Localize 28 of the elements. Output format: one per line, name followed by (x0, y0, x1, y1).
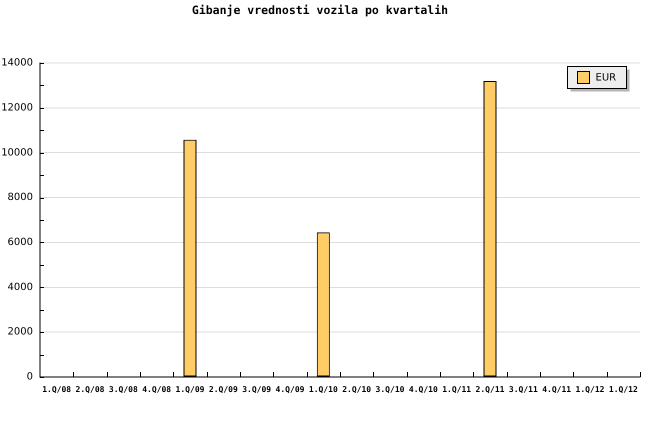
chart-title: Gibanje vrednosti vozila po kvartalih (192, 2, 448, 17)
x-tick-label: 1.Q/09 (176, 384, 205, 394)
y-tick-label: 6000 (8, 237, 33, 248)
x-tick-label: 2.Q/11 (476, 384, 505, 394)
y-tick-label: 2000 (8, 326, 33, 338)
x-tick-label: 2.Q/09 (208, 384, 238, 394)
x-tick-label: 1.Q/10 (308, 384, 338, 394)
x-tick-label: 3.Q/11 (508, 384, 538, 394)
x-tick-label: 1.Q/11 (442, 384, 472, 394)
y-tick-label: 8000 (8, 192, 33, 204)
y-tick-label: 14000 (1, 58, 33, 69)
x-tick-label: 4.Q/10 (408, 384, 438, 394)
y-tick-label: 4000 (8, 282, 33, 293)
x-tick-label: 1.Q/12 (576, 384, 605, 394)
y-tick-label: 12000 (1, 102, 33, 114)
x-tick-label: 1.Q/12 (608, 384, 638, 394)
x-tick-label: 4.Q/11 (542, 384, 572, 394)
x-tick-label: 2.Q/08 (76, 384, 105, 394)
x-tick-label: 4.Q/09 (276, 384, 305, 394)
x-tick-label: 3.Q/08 (108, 384, 138, 394)
y-tick-label: 0 (26, 372, 33, 383)
x-tick-label: 2.Q/10 (342, 384, 372, 394)
x-tick-label: 3.Q/09 (242, 384, 272, 394)
x-tick-label: 1.Q/08 (42, 384, 72, 394)
legend-label: EUR (596, 72, 616, 84)
x-tick-label: 3.Q/10 (376, 384, 405, 394)
y-tick-label: 10000 (1, 147, 33, 158)
x-tick-label: 4.Q/08 (142, 384, 172, 394)
